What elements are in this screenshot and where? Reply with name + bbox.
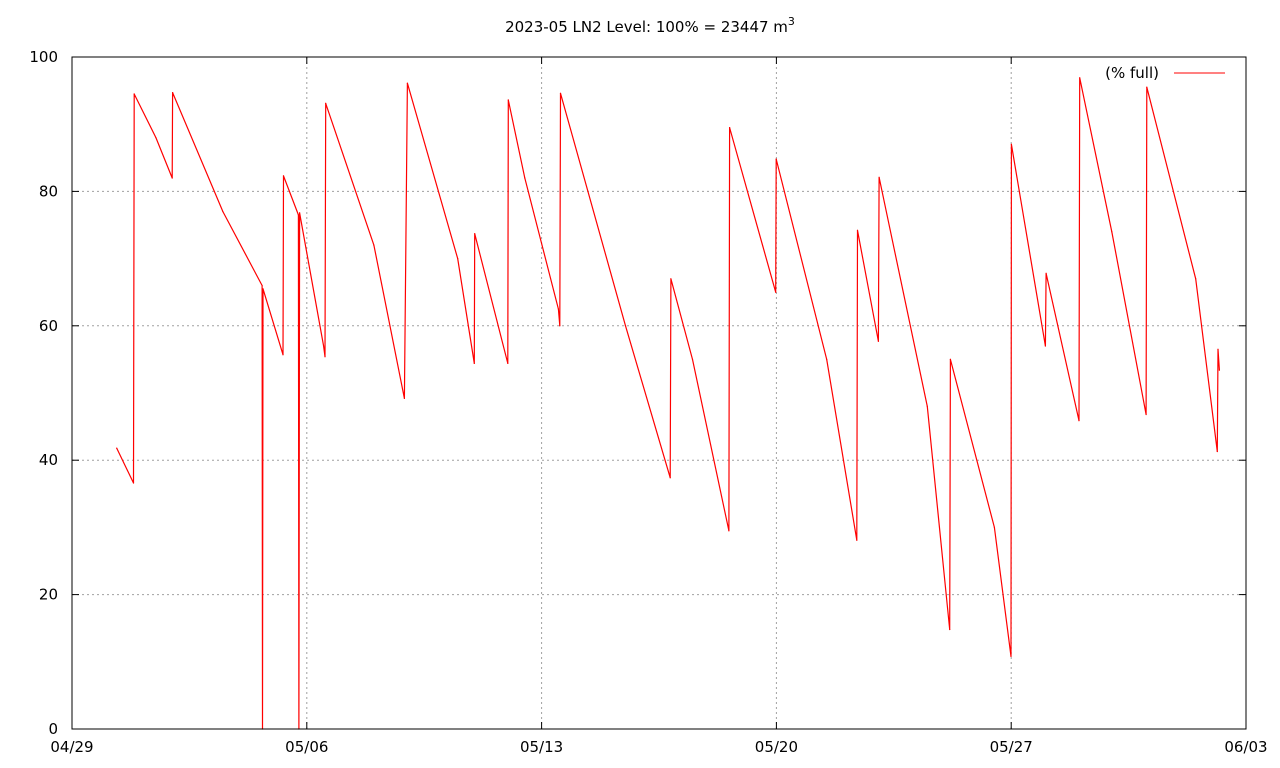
data-point (1045, 272, 1047, 274)
data-point (262, 288, 264, 290)
data-point (878, 176, 880, 178)
data-point (507, 99, 509, 101)
chart-title: 2023-05 LN2 Level: 100% = 23447 m3 (505, 15, 795, 36)
data-point (1216, 450, 1218, 453)
data-point (507, 362, 509, 364)
data-point (1195, 278, 1197, 280)
data-point (116, 447, 118, 449)
data-point (993, 526, 996, 529)
data-point (926, 405, 928, 407)
data-point (826, 358, 828, 360)
y-tick-label: 20 (39, 586, 58, 604)
data-point (282, 175, 285, 177)
data-point (403, 397, 405, 399)
data-point (473, 362, 475, 364)
data-point (1010, 655, 1012, 658)
data-point (1218, 369, 1220, 371)
y-tick-label: 0 (48, 720, 58, 738)
data-point (949, 358, 952, 360)
series-line (116, 77, 1220, 730)
y-tick-label: 80 (39, 182, 58, 200)
data-point (1010, 143, 1013, 145)
data-point (1078, 420, 1080, 422)
x-tick-label: 05/13 (520, 738, 563, 756)
data-point (457, 258, 459, 260)
data-point (559, 92, 562, 94)
data-point (171, 177, 173, 179)
data-point (297, 214, 299, 216)
data-point (325, 102, 327, 104)
x-tick-label: 05/27 (990, 738, 1033, 756)
x-tick-label: 05/20 (755, 738, 798, 756)
data-point (282, 354, 284, 356)
data-point (1146, 86, 1148, 88)
data-point (624, 325, 627, 327)
y-tick-label: 40 (39, 451, 58, 469)
y-tick-label: 60 (39, 317, 58, 335)
plot-border (71, 56, 1247, 730)
data-point (474, 233, 476, 235)
data-point (949, 628, 951, 631)
legend: (% full) (1105, 64, 1225, 82)
data-point (728, 530, 730, 532)
data-point (877, 340, 880, 342)
data-point (669, 477, 671, 479)
x-tick-label: 05/06 (285, 738, 328, 756)
data-point (1079, 77, 1081, 79)
data-point (1145, 413, 1147, 416)
data-point (670, 278, 672, 280)
series-layer (116, 77, 1220, 730)
data-point (155, 137, 157, 139)
data-point (133, 93, 135, 95)
data-point (1044, 345, 1046, 347)
data-point (222, 211, 224, 213)
y-tick-labels: 0 20 40 60 80 100 (29, 48, 58, 738)
data-point (775, 158, 777, 160)
data-point (559, 325, 561, 327)
x-tick-label: 06/03 (1224, 738, 1267, 756)
data-point (1217, 348, 1219, 350)
data-point (691, 358, 694, 360)
data-point (323, 345, 325, 347)
data-point (775, 291, 777, 293)
legend-label: (% full) (1105, 64, 1159, 82)
x-tick-label: 04/29 (50, 738, 93, 756)
x-tick-labels: 04/29 05/06 05/13 05/20 05/27 06/03 (50, 738, 1267, 756)
data-point (524, 177, 526, 179)
data-point (172, 92, 174, 94)
data-point (132, 482, 135, 484)
data-point (1111, 231, 1113, 233)
axis-ticks (71, 56, 1247, 730)
data-point (557, 308, 560, 310)
data-point (299, 212, 301, 214)
grid-lines (72, 57, 1246, 729)
data-point (324, 356, 326, 358)
y-tick-label: 100 (29, 48, 58, 66)
data-point (406, 82, 408, 84)
data-point (856, 229, 859, 231)
data-point (373, 244, 375, 246)
data-point (856, 539, 858, 541)
data-point (729, 127, 731, 129)
data-point (261, 284, 263, 287)
